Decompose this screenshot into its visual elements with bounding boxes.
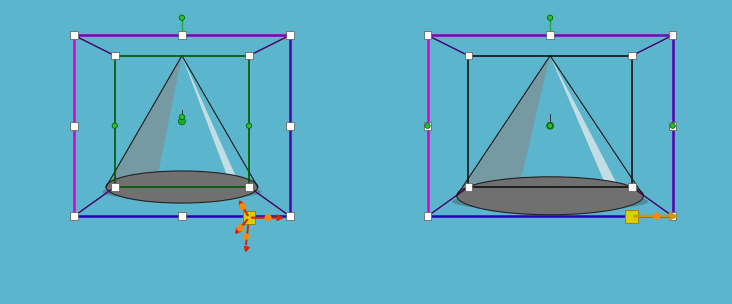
Circle shape (179, 114, 184, 119)
Bar (70, 32, 78, 39)
Circle shape (239, 203, 246, 210)
Polygon shape (106, 56, 182, 187)
Bar (465, 183, 472, 191)
Circle shape (236, 225, 244, 232)
Circle shape (243, 233, 250, 240)
Bar (669, 212, 676, 220)
Bar (424, 32, 431, 39)
Circle shape (653, 213, 660, 220)
Bar (111, 52, 119, 60)
Bar (70, 122, 78, 130)
Ellipse shape (452, 192, 648, 211)
Polygon shape (550, 56, 643, 209)
Bar (245, 183, 253, 191)
Circle shape (547, 122, 553, 129)
Bar (286, 122, 294, 130)
Circle shape (264, 214, 272, 221)
Polygon shape (182, 56, 258, 203)
Circle shape (247, 123, 252, 128)
Bar (669, 32, 676, 39)
Bar (546, 32, 554, 39)
Ellipse shape (102, 184, 261, 200)
Bar (628, 183, 635, 191)
Circle shape (112, 123, 117, 128)
Bar (111, 183, 119, 191)
Bar (286, 32, 294, 39)
Ellipse shape (106, 171, 258, 203)
Bar (178, 212, 186, 220)
Bar (178, 32, 186, 39)
Bar (242, 211, 255, 224)
Bar (424, 122, 431, 130)
Polygon shape (550, 56, 643, 215)
Circle shape (548, 15, 553, 20)
Bar (286, 212, 294, 220)
Bar (70, 212, 78, 220)
Polygon shape (457, 56, 550, 215)
Circle shape (548, 123, 553, 128)
Ellipse shape (457, 177, 643, 215)
Circle shape (670, 123, 676, 128)
Polygon shape (457, 56, 550, 196)
Bar (465, 52, 472, 60)
Circle shape (425, 123, 430, 128)
Circle shape (179, 118, 185, 125)
Bar (669, 122, 676, 130)
Circle shape (179, 15, 184, 20)
Bar (625, 210, 638, 223)
Polygon shape (182, 56, 258, 199)
Bar (424, 212, 431, 220)
Bar (245, 52, 253, 60)
Polygon shape (106, 56, 182, 203)
Bar (628, 52, 635, 60)
